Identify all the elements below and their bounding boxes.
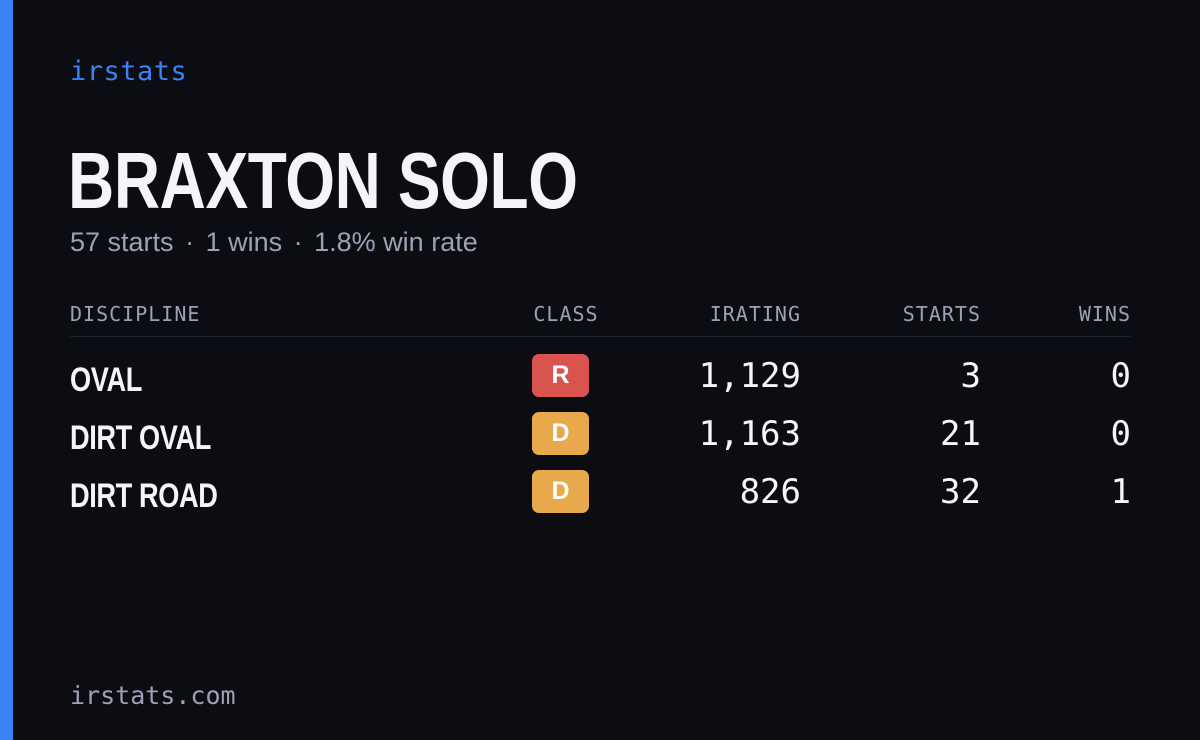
summary-win-rate: 1.8% win rate bbox=[314, 227, 478, 257]
row-wins: 0 bbox=[1110, 414, 1131, 454]
header-wins: WINS bbox=[1078, 302, 1131, 326]
summary-separator: · bbox=[293, 227, 303, 257]
table-header: DISCIPLINE CLASS IRATING STARTS WINS bbox=[70, 296, 1131, 337]
class-badge: D bbox=[532, 412, 589, 455]
row-discipline: OVAL bbox=[70, 361, 142, 399]
row-irating: 1,129 bbox=[698, 356, 801, 396]
header-irating: IRATING bbox=[709, 302, 801, 326]
class-badge: R bbox=[532, 354, 589, 397]
row-irating: 1,163 bbox=[698, 414, 801, 454]
row-discipline: DIRT OVAL bbox=[70, 419, 211, 457]
header-class: CLASS bbox=[533, 302, 599, 326]
summary-separator: · bbox=[185, 227, 195, 257]
row-starts: 21 bbox=[940, 414, 981, 454]
row-starts: 32 bbox=[940, 472, 981, 512]
player-summary: 57 starts · 1 wins · 1.8% win rate bbox=[70, 227, 478, 258]
table-row: DIRT ROAD D 826 32 1 bbox=[70, 469, 1131, 527]
header-discipline: DISCIPLINE bbox=[70, 302, 201, 326]
summary-starts: 57 starts bbox=[70, 227, 174, 257]
summary-wins: 1 wins bbox=[205, 227, 283, 257]
row-wins: 1 bbox=[1110, 472, 1131, 512]
brand-logo: irstats bbox=[70, 56, 188, 87]
table-row: OVAL R 1,129 3 0 bbox=[70, 353, 1131, 411]
table-body: OVAL R 1,129 3 0 DIRT OVAL D 1,163 21 0 … bbox=[70, 337, 1131, 527]
table-row: DIRT OVAL D 1,163 21 0 bbox=[70, 411, 1131, 469]
row-irating: 826 bbox=[739, 472, 801, 512]
row-wins: 0 bbox=[1110, 356, 1131, 396]
header-starts: STARTS bbox=[902, 302, 981, 326]
discipline-table: DISCIPLINE CLASS IRATING STARTS WINS OVA… bbox=[70, 296, 1131, 527]
player-name: BRAXTON SOLO bbox=[68, 136, 578, 225]
row-starts: 3 bbox=[960, 356, 981, 396]
row-discipline: DIRT ROAD bbox=[70, 477, 218, 515]
footer-url[interactable]: irstats.com bbox=[70, 681, 236, 710]
class-badge: D bbox=[532, 470, 589, 513]
accent-bar bbox=[0, 0, 13, 740]
